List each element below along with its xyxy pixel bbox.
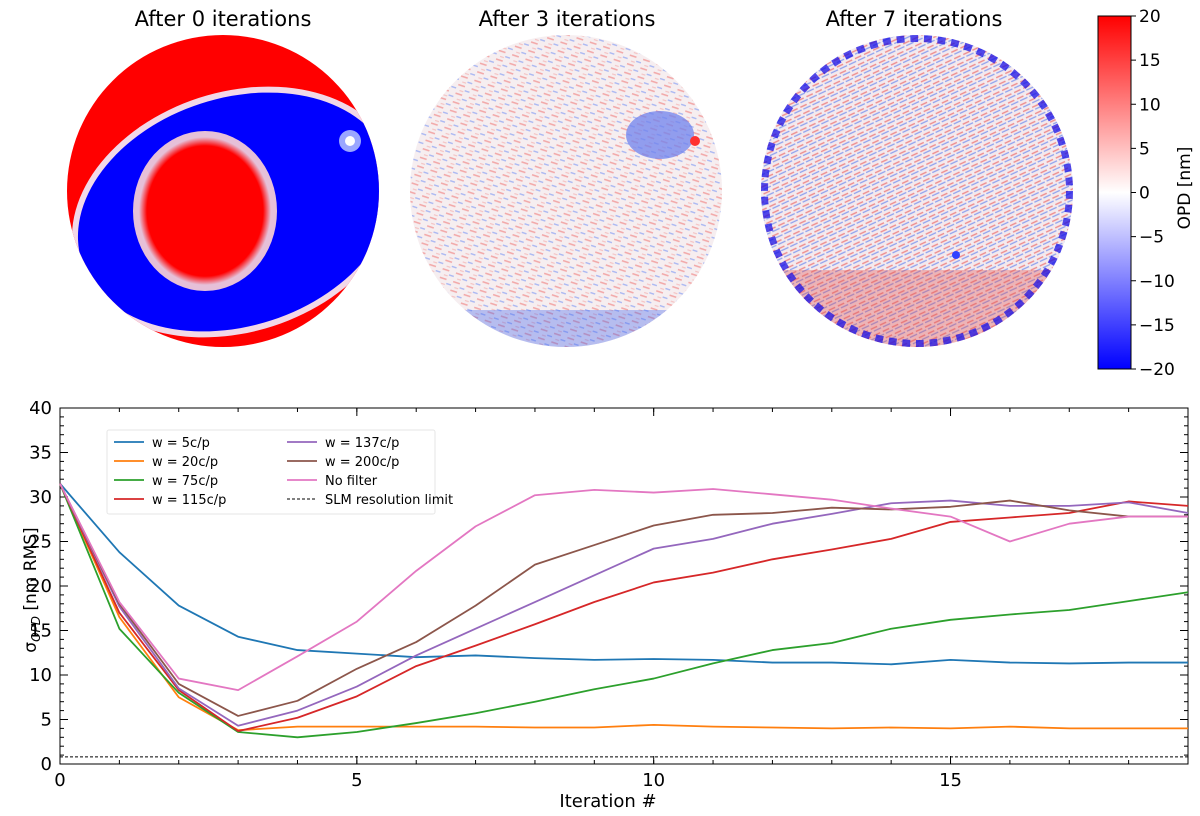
opd-map-1 [410,35,722,347]
y-tick-label: 5 [41,710,52,731]
x-tick-label: 10 [642,770,665,791]
colorbar-ticks: 20 15 10 5 0 −5 −10 −15 −20 [1131,7,1175,380]
colorbar: 20 15 10 5 0 −5 −10 −15 −20 OPD [nm] [1097,7,1195,380]
colorbar-tick-label: 0 [1139,184,1150,204]
legend-label: w = 75c/p [152,474,218,489]
series-line-3 [59,483,1189,732]
colorbar-tick-label: 20 [1139,7,1161,27]
y-tick-label: 15 [29,621,52,642]
legend-label: No filter [325,474,378,489]
y-tick-label: 0 [41,754,52,775]
colorbar-tick-label: 5 [1139,139,1150,159]
series-line-6 [59,483,1188,692]
y-tick-label: 40 [29,398,52,419]
legend: w = 5c/p w = 20c/p w = 75c/p w = 115c/p w = … [106,429,453,515]
y-tick-label: 20 [29,576,52,597]
legend-label: w = 115c/p [152,493,226,508]
y-tick-label: 35 [29,443,52,464]
series-line-2 [59,483,1189,739]
series-line-5 [59,483,1188,717]
colorbar-tick-label: 10 [1139,95,1161,115]
panel-title-1: After 3 iterations [479,7,656,31]
opd-map-0 [67,35,379,347]
x-tick-label: 15 [939,770,962,791]
colorbar-tick-label: 15 [1139,51,1161,71]
x-axis-label: Iteration # [559,791,656,812]
panel-title-0: After 0 iterations [135,7,312,31]
series-line-0 [59,483,1188,666]
colorbar-tick-label: −15 [1139,316,1175,336]
legend-label: w = 137c/p [325,436,399,451]
colorbar-tick-label: −10 [1139,272,1175,292]
y-tick-label: 10 [29,665,52,686]
x-tick-label: 0 [54,770,65,791]
opd-map-2 [761,35,1073,347]
legend-label: w = 200c/p [325,455,399,470]
colorbar-tick-label: −20 [1139,360,1175,380]
colorbar-label: OPD [nm] [1175,147,1195,230]
series-lines [59,483,1189,758]
legend-label: SLM resolution limit [325,493,453,508]
x-tick-label: 5 [351,770,362,791]
y-tick-label: 25 [29,532,52,553]
colorbar-tick-label: −5 [1139,228,1164,248]
y-tick-label: 30 [29,487,52,508]
legend-label: w = 20c/p [152,455,218,470]
legend-label: w = 5c/p [152,436,210,451]
line-chart: 0 5 10 15 0 5 10 15 20 25 30 35 40 Iteration # σOPD … [21,398,1189,812]
series-line-1 [59,483,1188,732]
panel-title-2: After 7 iterations [826,7,1003,31]
axis-ticks: 0 5 10 15 0 5 10 15 20 25 30 35 40 [29,398,1189,791]
y-axis-label: σOPD [nm RMS] [21,527,43,652]
series-line-4 [59,483,1189,727]
